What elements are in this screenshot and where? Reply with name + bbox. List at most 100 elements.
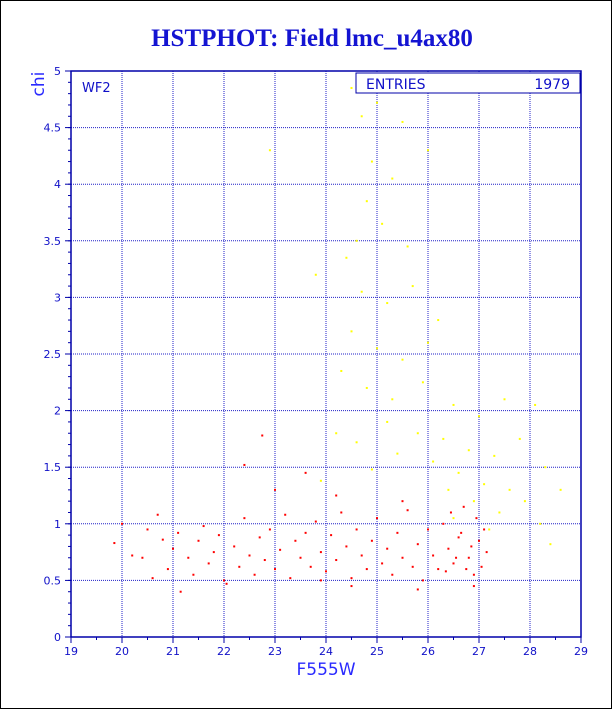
data-point-yellow bbox=[447, 488, 450, 491]
data-point-yellow bbox=[365, 386, 368, 389]
data-point-red bbox=[304, 471, 307, 474]
data-point-red bbox=[172, 547, 174, 550]
data-point-red bbox=[365, 568, 368, 571]
data-point-yellow bbox=[452, 403, 455, 406]
data-point-yellow bbox=[406, 245, 409, 248]
x-tick-label: 29 bbox=[574, 645, 588, 658]
y-tick-label: 1.5 bbox=[44, 461, 62, 474]
plot-area-border bbox=[70, 70, 582, 638]
data-point-yellow bbox=[360, 290, 363, 293]
data-point-red bbox=[411, 565, 414, 568]
data-point-red bbox=[449, 511, 452, 514]
data-point-red bbox=[350, 585, 353, 588]
data-point-red bbox=[151, 577, 154, 580]
panel-label: WF2 bbox=[82, 81, 111, 96]
data-point-yellow bbox=[432, 460, 435, 463]
data-point-yellow bbox=[427, 149, 429, 152]
data-point-yellow bbox=[376, 347, 378, 350]
data-point-red bbox=[381, 562, 384, 565]
data-point-yellow bbox=[365, 200, 368, 203]
data-point-red bbox=[325, 570, 327, 573]
data-point-yellow bbox=[355, 441, 358, 444]
data-point-red bbox=[406, 509, 409, 512]
data-point-yellow bbox=[421, 381, 424, 384]
data-points bbox=[113, 86, 562, 593]
data-point-red bbox=[370, 539, 373, 542]
stats-entries-label: ENTRIES bbox=[366, 77, 426, 93]
data-point-yellow bbox=[472, 500, 475, 503]
data-point-red bbox=[258, 536, 261, 539]
data-point-red bbox=[289, 577, 292, 580]
data-point-red bbox=[444, 570, 447, 573]
data-point-red bbox=[472, 573, 475, 576]
data-point-yellow bbox=[539, 522, 542, 525]
data-point-red bbox=[340, 511, 343, 514]
data-point-yellow bbox=[457, 471, 460, 474]
data-point-red bbox=[360, 554, 363, 557]
data-point-red bbox=[432, 554, 435, 557]
data-point-red bbox=[335, 559, 338, 562]
data-point-red bbox=[401, 556, 404, 559]
y-tick-label: 0 bbox=[54, 631, 61, 644]
data-point-yellow bbox=[360, 115, 363, 118]
y-tick-label: 0.5 bbox=[44, 574, 62, 587]
data-point-yellow bbox=[498, 511, 501, 514]
data-point-yellow bbox=[442, 437, 445, 440]
data-point-red bbox=[309, 565, 312, 568]
data-point-red bbox=[485, 551, 488, 554]
data-point-red bbox=[475, 517, 478, 520]
y-tick-label: 3 bbox=[54, 291, 61, 304]
data-point-red bbox=[478, 539, 480, 542]
data-point-yellow bbox=[370, 160, 373, 163]
data-point-yellow bbox=[518, 437, 521, 440]
chart-title: HSTPHOT: Field lmc_u4ax80 bbox=[151, 25, 473, 52]
data-point-yellow bbox=[396, 452, 399, 455]
data-point-red bbox=[465, 568, 468, 571]
data-point-red bbox=[437, 568, 440, 571]
data-point-red bbox=[416, 543, 419, 546]
data-point-red bbox=[268, 528, 271, 531]
data-point-red bbox=[179, 590, 182, 593]
data-point-red bbox=[460, 531, 463, 534]
data-point-yellow bbox=[350, 330, 353, 333]
data-point-yellow bbox=[534, 403, 537, 406]
data-point-yellow bbox=[381, 222, 384, 225]
data-point-red bbox=[401, 500, 404, 503]
data-point-red bbox=[263, 559, 266, 562]
data-point-red bbox=[113, 542, 116, 545]
data-point-red bbox=[319, 579, 322, 582]
data-point-red bbox=[330, 534, 333, 537]
data-point-red bbox=[197, 539, 200, 542]
x-tick-label: 24 bbox=[319, 645, 333, 658]
data-point-red bbox=[442, 522, 445, 525]
data-point-red bbox=[121, 522, 123, 525]
data-point-red bbox=[427, 528, 429, 531]
data-point-yellow bbox=[411, 285, 414, 288]
data-point-yellow bbox=[478, 415, 480, 418]
data-point-red bbox=[253, 573, 256, 576]
data-point-yellow bbox=[340, 369, 343, 372]
data-point-red bbox=[345, 545, 348, 548]
data-point-red bbox=[243, 463, 246, 466]
data-point-red bbox=[161, 538, 164, 541]
y-tick-label: 4 bbox=[54, 178, 61, 191]
x-tick-label: 27 bbox=[472, 645, 486, 658]
data-point-yellow bbox=[335, 432, 338, 435]
data-point-red bbox=[248, 554, 251, 557]
data-point-red bbox=[480, 565, 483, 568]
data-point-red bbox=[225, 582, 228, 585]
data-point-yellow bbox=[401, 358, 404, 361]
y-tick-label: 1 bbox=[54, 518, 61, 531]
data-point-red bbox=[177, 531, 180, 534]
data-point-red bbox=[279, 548, 282, 551]
data-point-yellow bbox=[391, 177, 394, 180]
data-point-red bbox=[314, 520, 317, 523]
x-tick-label: 28 bbox=[523, 645, 537, 658]
data-point-red bbox=[261, 434, 264, 437]
y-tick-label: 2 bbox=[54, 405, 61, 418]
axis-ticks: 19 20 21 22 23 24 25 26 27 28 29 0 0.5 1 1.5 2 2.5 3 3.5 4 4… bbox=[44, 65, 589, 658]
data-point-yellow bbox=[391, 398, 394, 401]
data-point-red bbox=[274, 488, 276, 491]
y-tick-label: 4.5 bbox=[44, 122, 62, 135]
y-tick-label: 5 bbox=[54, 65, 61, 78]
